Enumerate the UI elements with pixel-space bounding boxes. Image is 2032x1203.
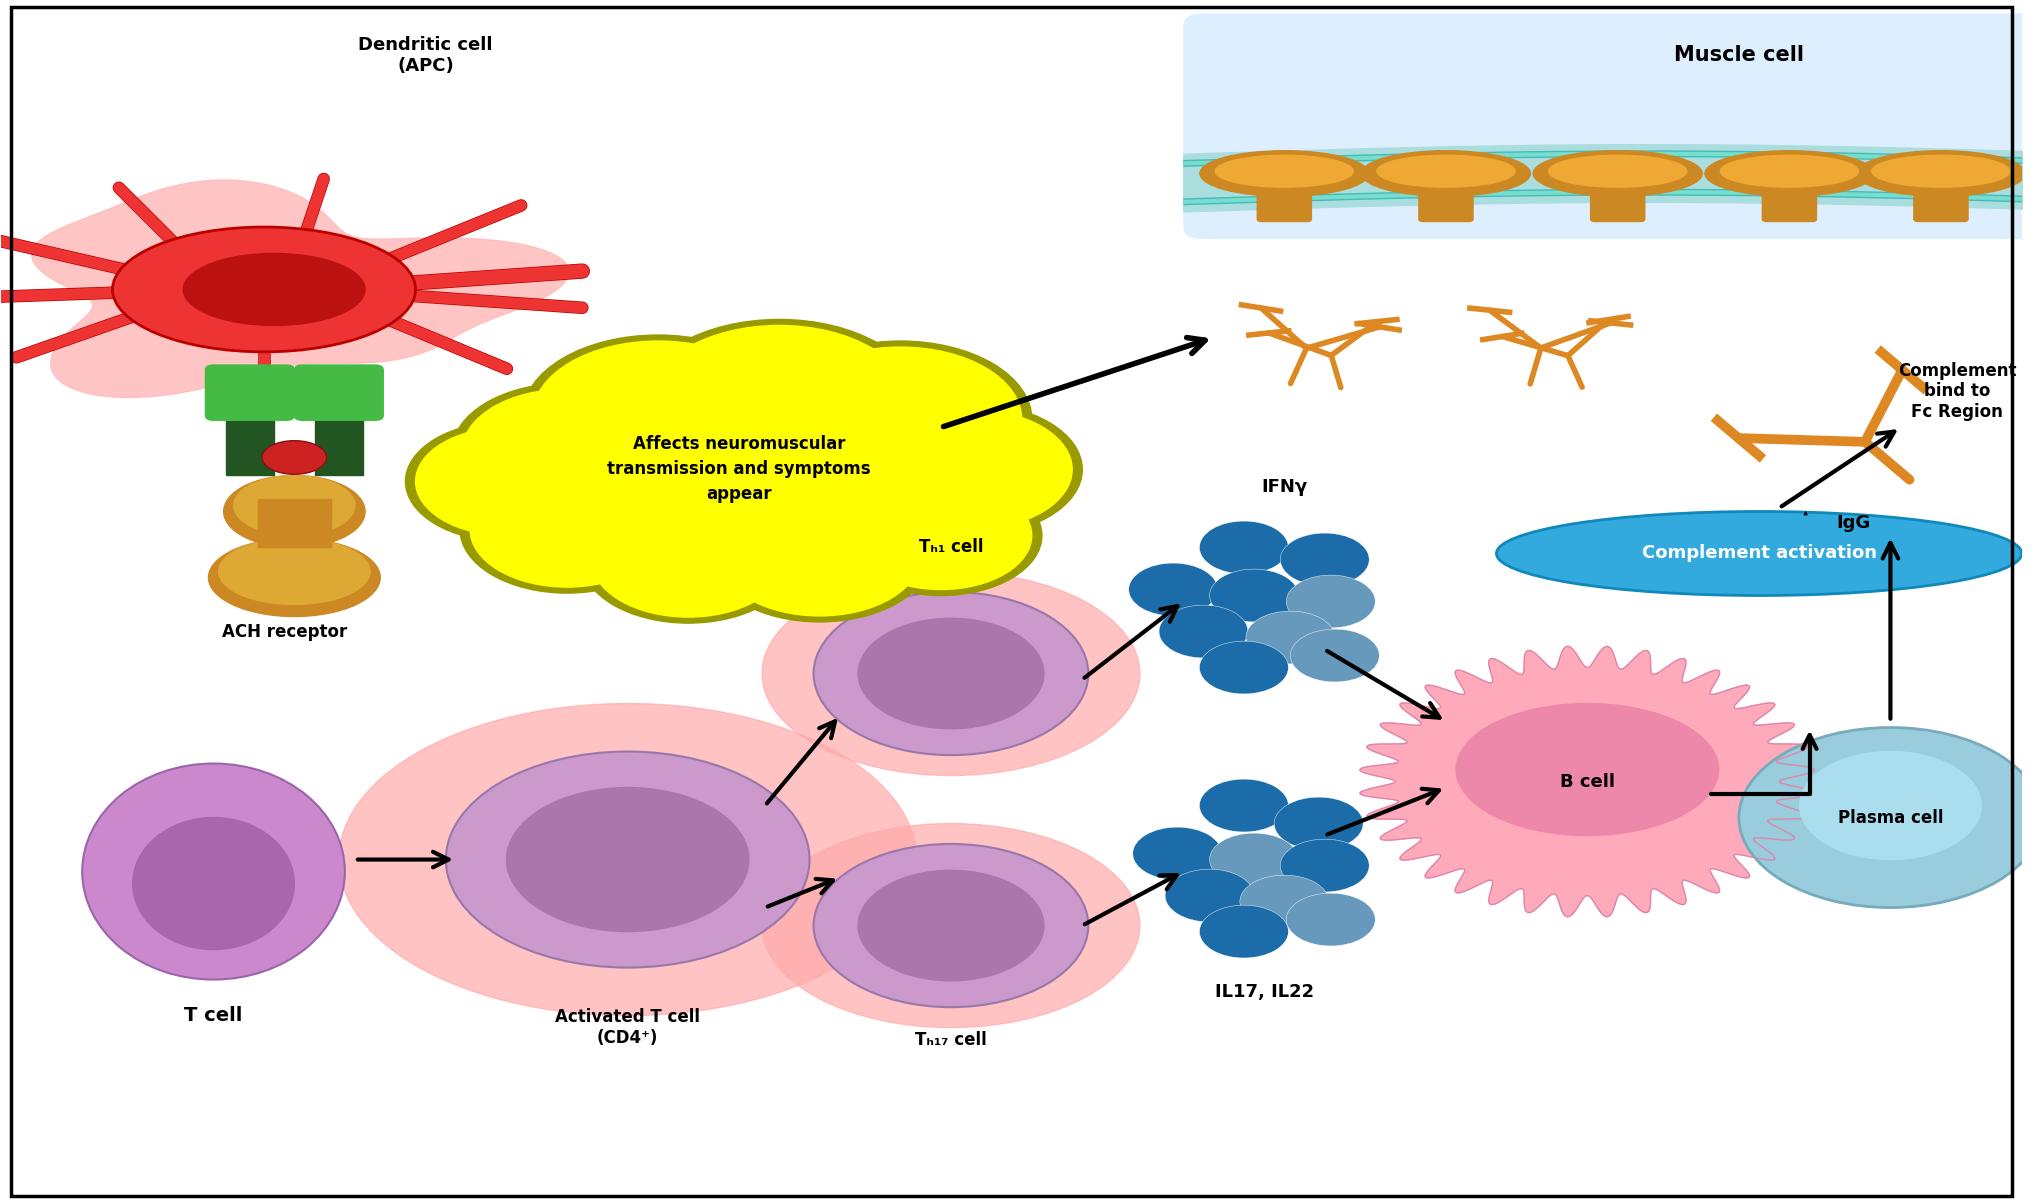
Bar: [258, 499, 331, 547]
FancyBboxPatch shape: [1762, 176, 1817, 221]
Circle shape: [638, 320, 920, 487]
Ellipse shape: [1534, 150, 1703, 196]
Text: Muscle cell: Muscle cell: [1674, 46, 1804, 65]
Text: Tₕ₁ cell: Tₕ₁ cell: [918, 539, 983, 557]
Text: Affects neuromuscular
transmission and symptoms
appear: Affects neuromuscular transmission and s…: [608, 435, 870, 504]
Ellipse shape: [1705, 150, 1874, 196]
Circle shape: [581, 496, 795, 623]
Circle shape: [1280, 840, 1370, 891]
Ellipse shape: [224, 475, 366, 547]
Circle shape: [1286, 575, 1376, 628]
Text: B cell: B cell: [1561, 772, 1615, 790]
Circle shape: [573, 383, 904, 580]
FancyBboxPatch shape: [1591, 176, 1644, 221]
Text: Plasma cell: Plasma cell: [1837, 808, 1943, 826]
Circle shape: [1286, 893, 1376, 946]
Ellipse shape: [1378, 155, 1516, 188]
Ellipse shape: [219, 539, 370, 604]
Circle shape: [461, 389, 673, 514]
Circle shape: [522, 336, 792, 496]
Circle shape: [1246, 611, 1335, 664]
Text: IL17, IL22: IL17, IL22: [1215, 983, 1313, 1001]
Ellipse shape: [81, 764, 345, 979]
Circle shape: [1128, 563, 1217, 616]
FancyBboxPatch shape: [295, 365, 384, 420]
Circle shape: [1158, 605, 1248, 658]
Circle shape: [1800, 752, 1981, 860]
Text: IgG: IgG: [1835, 515, 1869, 533]
FancyBboxPatch shape: [226, 397, 274, 475]
Circle shape: [1274, 798, 1363, 851]
Ellipse shape: [813, 845, 1089, 1007]
Ellipse shape: [262, 440, 327, 474]
FancyBboxPatch shape: [1183, 13, 2032, 239]
Circle shape: [1209, 834, 1298, 885]
Text: Complement
bind to
Fc Region: Complement bind to Fc Region: [1898, 362, 2016, 421]
Ellipse shape: [762, 824, 1140, 1027]
Ellipse shape: [112, 227, 417, 351]
Ellipse shape: [1857, 150, 2026, 196]
Circle shape: [1199, 641, 1288, 694]
Circle shape: [1164, 869, 1254, 921]
Ellipse shape: [1871, 155, 2010, 188]
Ellipse shape: [858, 870, 1044, 980]
Circle shape: [1240, 875, 1329, 928]
Ellipse shape: [1361, 150, 1530, 196]
Text: Tₕ₁₇ cell: Tₕ₁₇ cell: [914, 1031, 988, 1049]
Ellipse shape: [445, 752, 809, 967]
Circle shape: [719, 496, 920, 616]
Text: Complement activation: Complement activation: [1642, 545, 1878, 563]
Ellipse shape: [339, 704, 916, 1015]
Circle shape: [532, 342, 782, 490]
Circle shape: [648, 326, 910, 481]
Text: Activated T cell
(CD4⁺): Activated T cell (CD4⁺): [555, 1008, 701, 1047]
Circle shape: [1739, 728, 2032, 907]
Ellipse shape: [1199, 150, 1370, 196]
Circle shape: [1209, 569, 1298, 622]
Ellipse shape: [1457, 704, 1719, 836]
Ellipse shape: [1721, 155, 1859, 188]
Circle shape: [1199, 905, 1288, 958]
Circle shape: [839, 475, 1042, 595]
Circle shape: [1132, 828, 1221, 879]
Circle shape: [1199, 780, 1288, 832]
Text: ACH receptor: ACH receptor: [221, 622, 347, 640]
Ellipse shape: [132, 818, 295, 949]
Circle shape: [1290, 629, 1380, 682]
FancyBboxPatch shape: [205, 365, 295, 420]
FancyBboxPatch shape: [315, 397, 364, 475]
Text: Dendritic cell
(APC): Dendritic cell (APC): [358, 36, 494, 75]
Circle shape: [469, 472, 664, 587]
Ellipse shape: [1496, 511, 2022, 595]
Circle shape: [870, 409, 1073, 529]
Circle shape: [849, 481, 1032, 589]
Circle shape: [1199, 521, 1288, 574]
Ellipse shape: [209, 539, 380, 616]
FancyBboxPatch shape: [1258, 176, 1311, 221]
Circle shape: [591, 502, 784, 617]
Circle shape: [860, 403, 1083, 535]
Circle shape: [406, 421, 608, 541]
Circle shape: [417, 427, 597, 535]
Ellipse shape: [1548, 155, 1687, 188]
Circle shape: [451, 383, 683, 520]
Ellipse shape: [762, 571, 1140, 776]
FancyBboxPatch shape: [1418, 176, 1473, 221]
Ellipse shape: [183, 254, 366, 326]
Circle shape: [459, 466, 675, 593]
FancyBboxPatch shape: [1914, 176, 1969, 221]
Ellipse shape: [858, 618, 1044, 729]
Ellipse shape: [234, 475, 356, 535]
Ellipse shape: [506, 788, 750, 931]
Text: T cell: T cell: [185, 1006, 242, 1025]
Polygon shape: [33, 180, 569, 397]
Circle shape: [709, 490, 931, 622]
Circle shape: [1280, 533, 1370, 586]
Polygon shape: [1359, 646, 1815, 917]
Text: IFNγ: IFNγ: [1262, 479, 1307, 497]
Circle shape: [778, 346, 1022, 491]
Circle shape: [770, 342, 1032, 497]
Ellipse shape: [1215, 155, 1353, 188]
Ellipse shape: [813, 592, 1089, 755]
